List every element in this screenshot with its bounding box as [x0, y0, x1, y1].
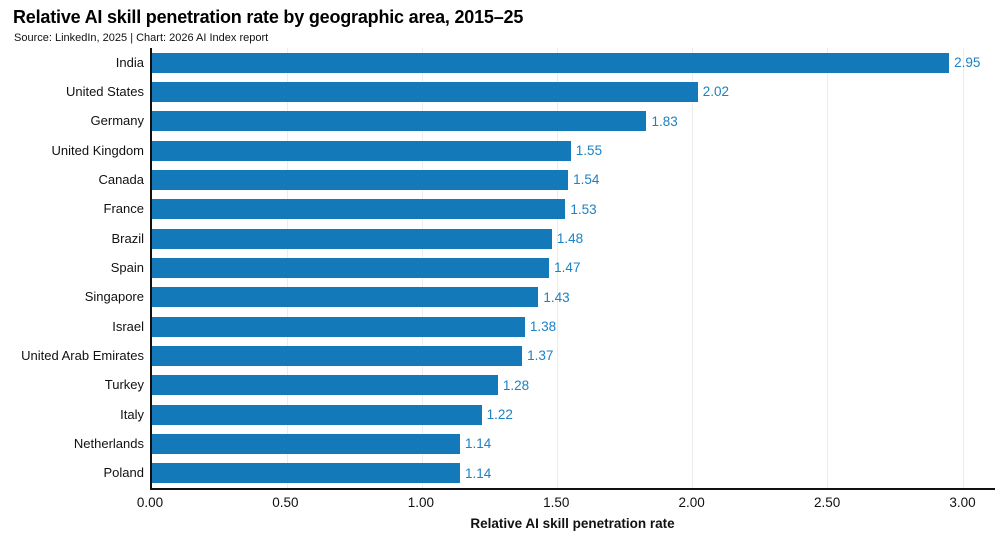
bar-row: Netherlands 1.14	[74, 433, 995, 454]
category-label: Netherlands	[73, 435, 144, 451]
x-tick-label: 1.00	[407, 495, 434, 510]
x-tick-label: 2.00	[678, 495, 705, 510]
bar-row: United Kingdom 1.55	[52, 140, 995, 161]
bar-row: Turkey 1.28	[105, 375, 995, 396]
bar	[152, 169, 569, 190]
value-label: 1.28	[502, 377, 530, 393]
bar-row: Poland 1.14	[104, 463, 995, 484]
x-axis-title: Relative AI skill penetration rate	[470, 516, 675, 531]
category-label: Poland	[103, 465, 144, 481]
x-tick-label: 3.00	[949, 495, 976, 510]
value-label: 1.55	[575, 143, 603, 159]
category-label: Israel	[112, 318, 144, 334]
value-label: 1.47	[554, 260, 581, 276]
category-label: United States	[65, 83, 144, 99]
value-label: 1.83	[651, 113, 678, 129]
value-label: 1.14	[465, 436, 492, 452]
bar	[152, 345, 523, 366]
bar	[152, 287, 539, 308]
x-tick-label: 1.50	[543, 495, 570, 510]
x-tick-label: 0.00	[136, 495, 164, 510]
bar	[152, 199, 566, 220]
bar	[152, 111, 647, 132]
value-label: 1.43	[543, 289, 570, 305]
bar-row: United Arab Emirates 1.37	[21, 345, 995, 366]
value-label: 1.48	[556, 231, 584, 247]
bar-row: India 2.95	[116, 52, 995, 73]
category-label: India	[115, 54, 144, 70]
bar-row: Italy 1.22	[120, 404, 995, 425]
category-label: Spain	[110, 259, 144, 275]
category-label: United Kingdom	[51, 142, 145, 158]
chart-source-line: Source: LinkedIn, 2025 | Chart: 2026 AI …	[14, 32, 269, 44]
bar	[152, 433, 461, 454]
bar-row: Canada 1.54	[98, 169, 995, 190]
bar	[152, 228, 552, 249]
bar-row: France 1.53	[104, 199, 995, 220]
category-label: Singapore	[84, 289, 144, 305]
plot-area: India 2.95 United States 2.02 Germany 1.83 Uni…	[21, 48, 995, 490]
gridline	[557, 48, 559, 488]
value-label: 2.02	[702, 84, 730, 100]
bar-row: Brazil 1.48	[111, 228, 995, 249]
bar	[152, 52, 950, 73]
bar-row: United States 2.02	[66, 81, 995, 102]
bar-row: Israel 1.38	[112, 316, 995, 337]
value-label: 1.53	[570, 201, 597, 217]
category-label: Turkey	[104, 377, 144, 393]
bar-row: Spain 1.47	[111, 257, 995, 278]
bar-row: Germany 1.83	[91, 111, 995, 132]
bar	[152, 140, 571, 161]
gridline	[827, 48, 829, 488]
category-label: Brazil	[111, 230, 144, 246]
x-tick-label: 2.50	[813, 495, 841, 510]
chart-title: Relative AI skill penetration rate by ge…	[13, 7, 524, 27]
category-label: Italy	[120, 406, 144, 422]
bar	[152, 81, 698, 102]
value-label: 1.38	[529, 319, 557, 335]
bar-rows: India 2.95 United States 2.02 Germany 1.83 Uni…	[21, 48, 995, 488]
value-label: 2.95	[954, 55, 981, 71]
bar	[152, 375, 498, 396]
bar	[152, 404, 482, 425]
value-label: 1.37	[527, 348, 554, 364]
category-label: United Arab Emirates	[21, 347, 144, 363]
gridline	[962, 48, 964, 488]
bar	[152, 257, 550, 278]
value-label: 1.14	[465, 465, 492, 481]
bar	[152, 316, 525, 337]
gridline	[692, 48, 694, 488]
category-label: France	[103, 201, 144, 217]
value-label: 1.54	[573, 172, 600, 188]
value-label: 1.22	[486, 407, 513, 423]
category-label: Canada	[98, 171, 144, 187]
category-label: Germany	[90, 113, 144, 129]
x-tick-label: 0.50	[272, 495, 299, 510]
bar	[152, 463, 461, 484]
x-axis-ticks: 0.00 0.50 1.00 1.50 2.00 2.50 3.00	[137, 495, 995, 511]
bar-row: Singapore 1.43	[85, 287, 995, 308]
